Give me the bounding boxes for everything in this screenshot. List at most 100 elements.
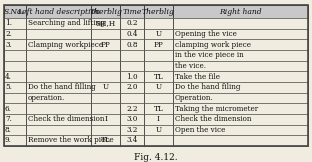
Text: Left hand description: Left hand description: [17, 7, 100, 16]
Bar: [120, 125, 144, 135]
Text: PP: PP: [154, 41, 163, 49]
Text: Do the hand filing: Do the hand filing: [175, 83, 240, 91]
Bar: [4, 5, 308, 146]
Text: Right hand: Right hand: [219, 7, 262, 16]
Bar: [4, 50, 26, 61]
Bar: [91, 82, 120, 93]
Text: 3.0: 3.0: [126, 115, 138, 123]
Text: 3.2: 3.2: [126, 126, 138, 134]
Bar: [120, 135, 144, 146]
Bar: [4, 114, 308, 125]
Text: 2.2: 2.2: [126, 104, 138, 113]
Bar: [173, 29, 308, 39]
Text: Therblig: Therblig: [89, 7, 122, 16]
Bar: [4, 82, 308, 93]
Text: Do the hand filling: Do the hand filling: [27, 83, 95, 91]
Text: 3.4: 3.4: [126, 136, 138, 145]
Bar: [120, 61, 144, 71]
Bar: [4, 39, 308, 50]
Bar: [173, 71, 308, 82]
Text: Check the dimension: Check the dimension: [175, 115, 251, 123]
Text: 1.: 1.: [5, 19, 12, 28]
Bar: [91, 29, 120, 39]
Bar: [120, 103, 144, 114]
Bar: [173, 82, 308, 93]
Text: S.No.: S.No.: [4, 7, 25, 16]
Bar: [120, 39, 144, 50]
Text: 1.0: 1.0: [126, 73, 138, 81]
Bar: [26, 39, 91, 50]
Text: U: U: [155, 126, 161, 134]
Bar: [144, 61, 173, 71]
Bar: [4, 71, 308, 82]
Bar: [4, 135, 26, 146]
Bar: [4, 125, 26, 135]
Bar: [120, 29, 144, 39]
Bar: [144, 125, 173, 135]
Bar: [91, 93, 120, 103]
Text: TL: TL: [154, 73, 163, 81]
Bar: [4, 50, 308, 61]
Bar: [4, 61, 26, 71]
Text: 0.4: 0.4: [126, 30, 138, 38]
Bar: [4, 93, 308, 103]
Text: Time: Time: [122, 7, 142, 16]
Bar: [91, 135, 120, 146]
Bar: [144, 50, 173, 61]
Bar: [91, 71, 120, 82]
Text: U: U: [155, 30, 161, 38]
Bar: [4, 18, 26, 29]
Bar: [91, 50, 120, 61]
Text: Searching and lifting: Searching and lifting: [27, 19, 104, 28]
Text: 4.: 4.: [5, 73, 12, 81]
Bar: [91, 5, 120, 18]
Bar: [120, 71, 144, 82]
Bar: [4, 125, 308, 135]
Text: I: I: [157, 115, 160, 123]
Text: Operation.: Operation.: [175, 94, 213, 102]
Text: I: I: [104, 115, 107, 123]
Text: 9.: 9.: [5, 136, 12, 145]
Text: 0.2: 0.2: [126, 19, 138, 28]
Bar: [91, 103, 120, 114]
Bar: [144, 29, 173, 39]
Bar: [144, 103, 173, 114]
Bar: [144, 82, 173, 93]
Bar: [120, 5, 144, 18]
Text: 8.: 8.: [5, 126, 12, 134]
Text: TL: TL: [154, 104, 163, 113]
Text: 2.0: 2.0: [126, 83, 138, 91]
Bar: [4, 114, 26, 125]
Bar: [173, 93, 308, 103]
Bar: [144, 39, 173, 50]
Bar: [4, 18, 308, 29]
Bar: [4, 103, 308, 114]
Bar: [4, 61, 308, 71]
Bar: [144, 114, 173, 125]
Bar: [144, 71, 173, 82]
Bar: [4, 82, 26, 93]
Text: Check the dimension: Check the dimension: [27, 115, 104, 123]
Bar: [4, 29, 308, 39]
Text: Therblig: Therblig: [142, 7, 175, 16]
Bar: [4, 29, 26, 39]
Bar: [4, 135, 308, 146]
Bar: [26, 29, 91, 39]
Bar: [91, 39, 120, 50]
Text: PP: PP: [101, 41, 110, 49]
Text: TL: TL: [101, 136, 110, 145]
Bar: [26, 135, 91, 146]
Text: Taking the micrometer: Taking the micrometer: [175, 104, 258, 113]
Text: Take the file: Take the file: [175, 73, 220, 81]
Bar: [173, 103, 308, 114]
Bar: [4, 93, 26, 103]
Bar: [144, 5, 173, 18]
Bar: [26, 71, 91, 82]
Text: 6.: 6.: [5, 104, 12, 113]
Text: Open the vice: Open the vice: [175, 126, 225, 134]
Bar: [4, 5, 308, 18]
Bar: [173, 50, 308, 61]
Bar: [173, 114, 308, 125]
Text: U: U: [155, 83, 161, 91]
Bar: [120, 93, 144, 103]
